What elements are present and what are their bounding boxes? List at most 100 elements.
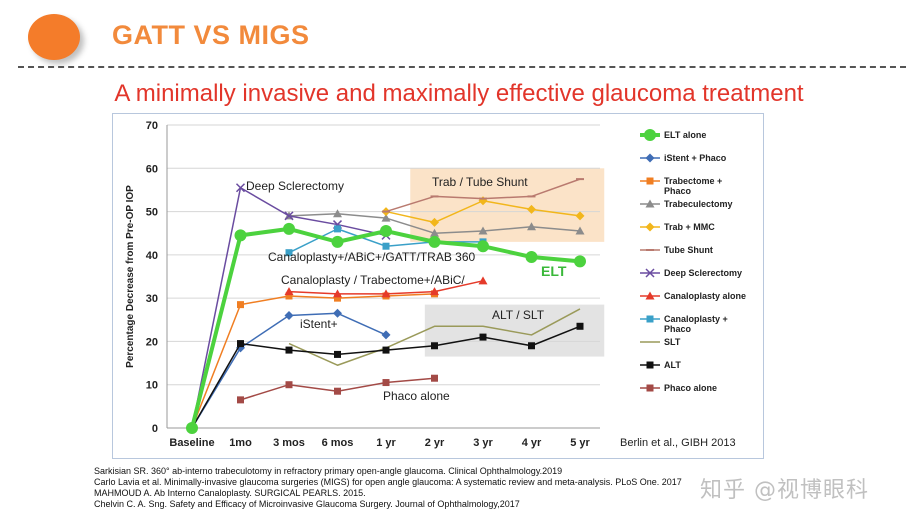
data-point — [645, 199, 655, 208]
data-point — [576, 322, 584, 330]
chart-annotation: Canaloplasty+/ABiC+/GATT/TRAB 360 — [268, 250, 476, 264]
data-point — [528, 342, 535, 350]
chart-annotation: Deep Sclerectomy — [246, 179, 344, 193]
data-point — [428, 235, 441, 248]
data-point — [382, 242, 390, 250]
data-point — [575, 211, 585, 221]
series-line — [191, 312, 387, 429]
data-point — [478, 226, 488, 235]
legend-label: Phaco — [664, 324, 692, 334]
x-tick-label: 2 yr — [425, 437, 445, 449]
data-point — [237, 301, 244, 309]
legend-label: Tube Shunt — [664, 245, 713, 255]
data-point — [237, 396, 244, 404]
data-point — [237, 340, 244, 348]
data-point — [525, 251, 538, 264]
chart-annotation: ELT — [541, 263, 567, 279]
data-point — [646, 384, 654, 392]
x-tick-label: 1 yr — [376, 437, 396, 449]
data-point — [574, 255, 586, 268]
legend-label: Canaloplasty + — [664, 314, 728, 324]
x-tick-label: 4 yr — [522, 437, 542, 449]
reference-item: Chelvin C. A. Sng. Safety and Efficacy o… — [94, 499, 520, 509]
legend-label: Phaco — [664, 186, 692, 196]
data-point — [527, 204, 536, 214]
data-point — [333, 209, 342, 218]
references: Sarkisian SR. 360° ab-interno trabeculot… — [94, 466, 682, 510]
data-point — [380, 225, 392, 238]
data-point — [645, 153, 655, 163]
data-point — [186, 422, 198, 434]
legend-label: Canaloplasty alone — [664, 291, 746, 301]
y-axis-label: Percentage Decrease from Pre-OP IOP — [125, 185, 136, 368]
data-point — [381, 289, 391, 298]
reference-item: MAHMOUD A. Ab Interno Canaloplasty. SURG… — [94, 488, 366, 498]
chart-annotation: Phaco alone — [383, 389, 450, 403]
data-point — [645, 291, 655, 300]
legend-label: iStent + Phaco — [664, 153, 727, 163]
legend-label: Trabeculectomy — [664, 199, 733, 209]
chart-annotation: iStent+ — [300, 317, 338, 331]
data-point — [234, 229, 247, 242]
data-point — [646, 177, 654, 185]
data-point — [283, 222, 295, 235]
x-tick-label: 6 mos — [322, 437, 354, 449]
legend-label: Phaco alone — [664, 383, 717, 393]
data-point — [381, 330, 391, 340]
legend-label: Deep Sclerectomy — [664, 268, 742, 278]
data-point — [381, 213, 391, 222]
chart-annotation: Canaloplasty / Trabectome+/ABiC/ — [281, 273, 465, 287]
data-point — [645, 222, 655, 232]
data-point — [235, 183, 246, 193]
header-title: GATT VS MIGS — [112, 20, 310, 50]
data-point — [333, 289, 342, 298]
data-point — [430, 228, 439, 237]
data-point — [284, 211, 294, 221]
y-tick-label: 60 — [146, 163, 158, 175]
data-point — [646, 361, 654, 369]
reference-item: Carlo Lavia et al. Minimally-invasive gl… — [94, 477, 682, 487]
data-point — [285, 292, 293, 300]
y-tick-label: 30 — [146, 293, 158, 305]
y-tick-label: 10 — [146, 380, 158, 392]
x-tick-label: 5 yr — [570, 437, 590, 449]
legend-label: Trabectome + — [664, 176, 722, 186]
chart-credit: Berlin et al., GIBH 2013 — [620, 437, 736, 449]
y-tick-label: 40 — [146, 250, 158, 262]
legend-label: SLT — [664, 337, 681, 347]
y-tick-label: 70 — [146, 120, 158, 132]
highlight-region — [424, 304, 605, 357]
watermark: 知乎 @视博眼科 — [700, 478, 869, 503]
x-tick-label: 3 yr — [473, 437, 493, 449]
y-tick-label: 50 — [146, 207, 158, 219]
data-point — [382, 346, 390, 354]
data-point — [334, 350, 341, 358]
data-point — [382, 379, 390, 387]
data-point — [334, 225, 341, 233]
data-point — [285, 381, 293, 389]
x-tick-label: 3 mos — [273, 437, 305, 449]
data-point — [331, 235, 344, 248]
data-point — [646, 315, 654, 323]
data-point — [333, 308, 342, 318]
slide-subtitle: A minimally invasive and maximally effec… — [114, 80, 804, 107]
orange-dot-icon — [28, 14, 80, 60]
data-point — [430, 287, 439, 296]
series-line — [288, 308, 581, 366]
data-point — [527, 222, 536, 231]
legend-label: Trab + MMC — [664, 222, 715, 232]
chart-annotation: Trab / Tube Shunt — [432, 175, 528, 189]
data-point — [284, 287, 294, 296]
data-point — [479, 333, 487, 341]
header-divider — [18, 66, 906, 68]
data-point — [477, 240, 489, 253]
data-point — [478, 276, 488, 285]
series-line — [191, 293, 435, 429]
data-point — [334, 387, 341, 395]
legend-label: ALT — [664, 360, 681, 370]
data-point — [431, 374, 438, 382]
y-tick-label: 0 — [152, 423, 158, 435]
data-point — [430, 217, 439, 227]
data-point — [285, 249, 293, 257]
